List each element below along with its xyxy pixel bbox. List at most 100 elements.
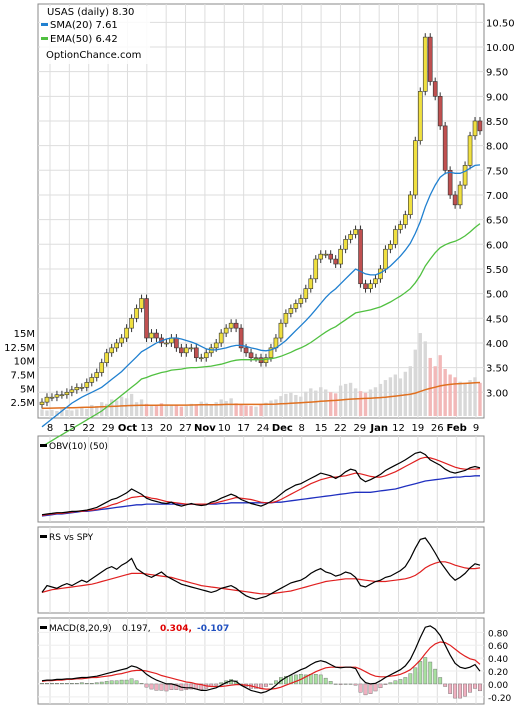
macd-histogram-bar bbox=[104, 681, 109, 685]
candle-body bbox=[298, 298, 304, 304]
macd-histogram-bar bbox=[413, 667, 418, 685]
macd-histogram-bar bbox=[428, 661, 433, 685]
macd-histogram-bar bbox=[79, 682, 84, 685]
volume-bar bbox=[229, 398, 233, 416]
candle-body bbox=[184, 347, 189, 354]
macd-legend-swatch bbox=[40, 626, 47, 629]
volume-bar bbox=[139, 399, 144, 416]
macd-histogram-bar bbox=[443, 683, 448, 687]
volume-bar bbox=[95, 406, 99, 416]
macd-histogram-bar bbox=[199, 683, 204, 690]
volume-bar bbox=[448, 374, 452, 416]
macd-histogram-bar bbox=[269, 683, 273, 685]
volume-bar bbox=[428, 357, 432, 416]
macd-histogram-bar bbox=[463, 683, 467, 697]
volume-tick-label: 10M bbox=[14, 357, 35, 368]
macd-line bbox=[41, 625, 481, 694]
macd-histogram-bar bbox=[129, 678, 134, 685]
macd-histogram-bar bbox=[458, 683, 462, 699]
candle-body bbox=[44, 396, 50, 403]
macd-histogram-bar bbox=[60, 683, 64, 685]
volume-bar bbox=[244, 405, 248, 416]
x-tick-label: 10 bbox=[218, 423, 231, 434]
macd-histogram-bar bbox=[264, 683, 268, 687]
volume-bar bbox=[60, 408, 64, 416]
volume-bar bbox=[279, 396, 283, 416]
candle-body bbox=[54, 394, 60, 398]
x-tick-label: Oct bbox=[118, 423, 137, 434]
macd-histogram-bar bbox=[388, 682, 393, 685]
candle-body bbox=[333, 258, 338, 265]
candle-body bbox=[79, 387, 85, 389]
volume-bar bbox=[269, 400, 273, 416]
candle-body bbox=[69, 389, 75, 393]
macd-histogram-bar bbox=[40, 683, 44, 685]
macd-histogram-bar bbox=[283, 675, 288, 685]
volume-bar bbox=[264, 402, 268, 416]
volume-bar bbox=[413, 349, 417, 416]
candle-body bbox=[149, 332, 154, 339]
macd-histogram-bar bbox=[303, 674, 308, 685]
candle-body bbox=[94, 372, 100, 378]
rs-legend-swatch bbox=[40, 535, 47, 538]
legend-source: OptionChance.com bbox=[46, 50, 141, 61]
macd-histogram-bar bbox=[478, 683, 482, 692]
volume-bar bbox=[398, 378, 403, 416]
candle-body bbox=[144, 298, 149, 339]
candle-body bbox=[313, 258, 319, 280]
candle-body bbox=[174, 337, 179, 349]
x-tick-label: 8 bbox=[47, 423, 53, 434]
price-tick-label: 9.00 bbox=[486, 92, 508, 103]
price-tick-label: 3.00 bbox=[486, 388, 508, 399]
macd-histogram-bar bbox=[328, 681, 333, 685]
candle-body bbox=[179, 347, 184, 354]
price-tick-label: 3.50 bbox=[486, 364, 508, 375]
macd-legend-v2: 0.304, bbox=[160, 624, 192, 634]
candle-body bbox=[198, 357, 204, 360]
volume-tick-label: 5M bbox=[20, 384, 35, 395]
macd-histogram-bar bbox=[393, 680, 398, 685]
candle-body bbox=[64, 391, 70, 396]
price-tick-label: 9.50 bbox=[486, 68, 508, 79]
volume-tick-label: 12.5M bbox=[4, 343, 35, 354]
volume-bar bbox=[224, 401, 228, 416]
volume-bar bbox=[478, 382, 482, 416]
candle-body bbox=[303, 288, 309, 299]
candle-body bbox=[343, 239, 348, 250]
candle-body bbox=[338, 248, 343, 265]
ema50-line bbox=[41, 223, 481, 448]
candle-body bbox=[452, 194, 458, 206]
candle-body bbox=[49, 396, 55, 399]
volume-bar bbox=[368, 389, 373, 416]
volume-bar bbox=[328, 392, 333, 416]
candle-body bbox=[283, 313, 289, 324]
volume-bar bbox=[458, 381, 462, 416]
volume-bar bbox=[40, 409, 44, 416]
macd-histogram-bar bbox=[333, 683, 338, 685]
macd-histogram-bar bbox=[89, 683, 94, 685]
candle-body bbox=[233, 322, 239, 329]
candle-body bbox=[432, 81, 438, 97]
volume-bar bbox=[55, 411, 59, 416]
rs-line bbox=[41, 537, 481, 600]
macd-histogram-bar bbox=[139, 683, 144, 685]
macd-histogram-bar bbox=[164, 683, 169, 692]
macd-histogram-bar bbox=[134, 680, 139, 685]
candle-body bbox=[193, 347, 199, 359]
volume-tick-label: 7.5M bbox=[10, 371, 35, 382]
x-tick-label: Jan bbox=[369, 423, 388, 434]
volume-bar bbox=[289, 392, 293, 416]
volume-bar bbox=[214, 402, 218, 416]
volume-bar bbox=[134, 402, 139, 416]
candle-body bbox=[358, 229, 363, 285]
volume-bar bbox=[194, 404, 198, 416]
volume-bar bbox=[144, 403, 149, 416]
candle-body bbox=[323, 253, 329, 256]
volume-bar bbox=[159, 403, 164, 416]
macd-histogram-bar bbox=[214, 683, 219, 686]
rs-legend: RS vs SPY bbox=[40, 533, 94, 543]
volume-bar bbox=[219, 399, 223, 416]
volume-bar bbox=[65, 409, 69, 416]
volume-tick-label: 2.5M bbox=[10, 398, 35, 409]
candle-body bbox=[223, 327, 229, 334]
